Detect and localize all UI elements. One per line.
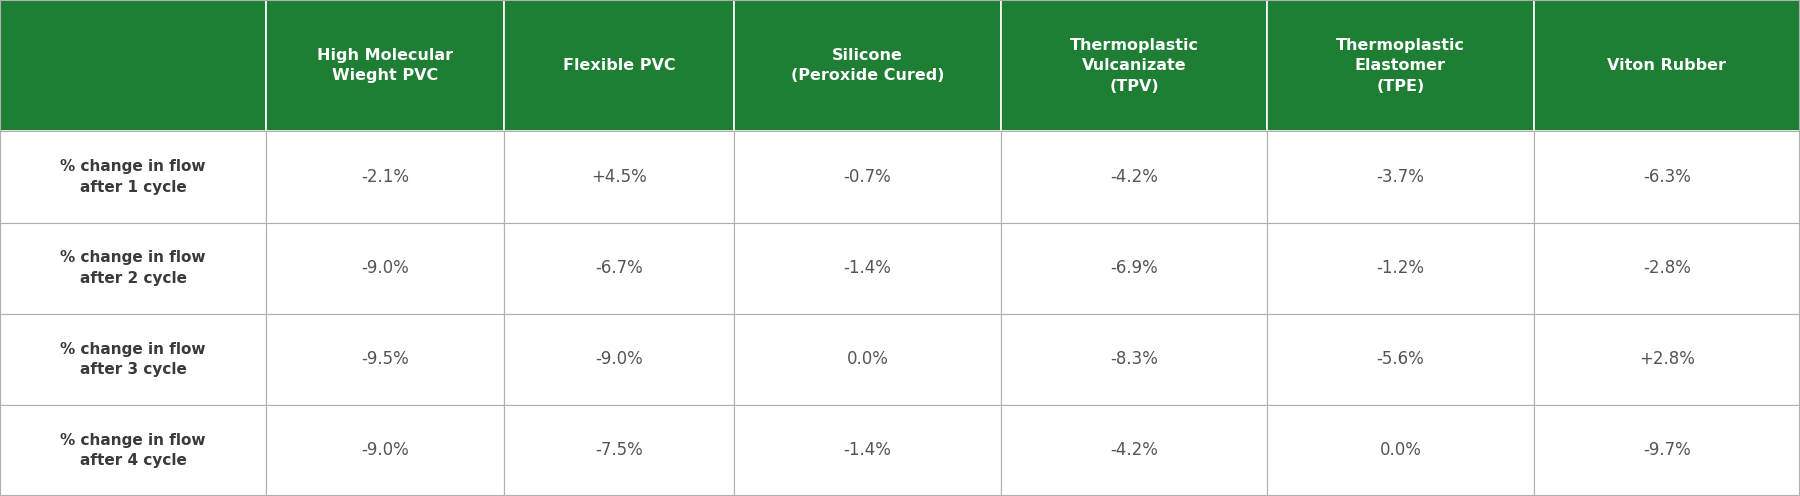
Text: Viton Rubber: Viton Rubber — [1607, 58, 1726, 73]
Bar — [734, 0, 1001, 131]
Bar — [504, 314, 734, 405]
Bar — [734, 405, 1001, 496]
Bar — [266, 0, 504, 131]
Text: -6.3%: -6.3% — [1643, 168, 1690, 186]
Text: High Molecular
Wieght PVC: High Molecular Wieght PVC — [317, 48, 454, 83]
Text: -1.2%: -1.2% — [1377, 259, 1424, 277]
Text: 0.0%: 0.0% — [1379, 441, 1422, 459]
Text: +4.5%: +4.5% — [592, 168, 646, 186]
Bar — [1267, 0, 1534, 131]
Bar — [1001, 405, 1267, 496]
Bar — [504, 0, 734, 131]
Bar — [1001, 131, 1267, 223]
Bar — [1534, 223, 1800, 314]
Text: +2.8%: +2.8% — [1638, 350, 1696, 369]
Bar — [504, 223, 734, 314]
Bar — [1267, 405, 1534, 496]
Text: % change in flow
after 4 cycle: % change in flow after 4 cycle — [61, 433, 205, 468]
Bar — [0, 314, 266, 405]
Text: -3.7%: -3.7% — [1377, 168, 1424, 186]
Bar — [1534, 0, 1800, 131]
Text: % change in flow
after 1 cycle: % change in flow after 1 cycle — [61, 159, 205, 195]
Text: % change in flow
after 3 cycle: % change in flow after 3 cycle — [61, 342, 205, 377]
Bar — [504, 131, 734, 223]
Bar — [1534, 314, 1800, 405]
Bar — [504, 405, 734, 496]
Text: Thermoplastic
Elastomer
(TPE): Thermoplastic Elastomer (TPE) — [1336, 38, 1465, 94]
Bar — [0, 0, 266, 131]
Text: -0.7%: -0.7% — [844, 168, 891, 186]
Bar — [1534, 405, 1800, 496]
Text: -2.8%: -2.8% — [1643, 259, 1690, 277]
Bar — [1267, 223, 1534, 314]
Text: -1.4%: -1.4% — [844, 441, 891, 459]
Text: -4.2%: -4.2% — [1111, 168, 1157, 186]
Bar — [734, 314, 1001, 405]
Bar — [266, 223, 504, 314]
Bar — [266, 314, 504, 405]
Bar — [1534, 131, 1800, 223]
Text: -1.4%: -1.4% — [844, 259, 891, 277]
Text: -9.7%: -9.7% — [1643, 441, 1690, 459]
Text: % change in flow
after 2 cycle: % change in flow after 2 cycle — [61, 250, 205, 286]
Bar — [266, 405, 504, 496]
Bar — [1001, 223, 1267, 314]
Text: -9.0%: -9.0% — [596, 350, 643, 369]
Text: -2.1%: -2.1% — [362, 168, 409, 186]
Text: Flexible PVC: Flexible PVC — [563, 58, 675, 73]
Text: -8.3%: -8.3% — [1111, 350, 1157, 369]
Text: -9.0%: -9.0% — [362, 441, 409, 459]
Text: Silicone
(Peroxide Cured): Silicone (Peroxide Cured) — [790, 48, 945, 83]
Text: -5.6%: -5.6% — [1377, 350, 1424, 369]
Bar — [0, 131, 266, 223]
Text: Thermoplastic
Vulcanizate
(TPV): Thermoplastic Vulcanizate (TPV) — [1069, 38, 1199, 94]
Text: -9.5%: -9.5% — [362, 350, 409, 369]
Text: -7.5%: -7.5% — [596, 441, 643, 459]
Text: 0.0%: 0.0% — [846, 350, 889, 369]
Bar — [734, 223, 1001, 314]
Text: -6.7%: -6.7% — [596, 259, 643, 277]
Text: -4.2%: -4.2% — [1111, 441, 1157, 459]
Bar — [1267, 314, 1534, 405]
Bar — [1267, 131, 1534, 223]
Bar — [266, 131, 504, 223]
Bar — [1001, 314, 1267, 405]
Text: -9.0%: -9.0% — [362, 259, 409, 277]
Bar — [0, 223, 266, 314]
Bar — [734, 131, 1001, 223]
Bar — [1001, 0, 1267, 131]
Bar — [0, 405, 266, 496]
Text: -6.9%: -6.9% — [1111, 259, 1157, 277]
